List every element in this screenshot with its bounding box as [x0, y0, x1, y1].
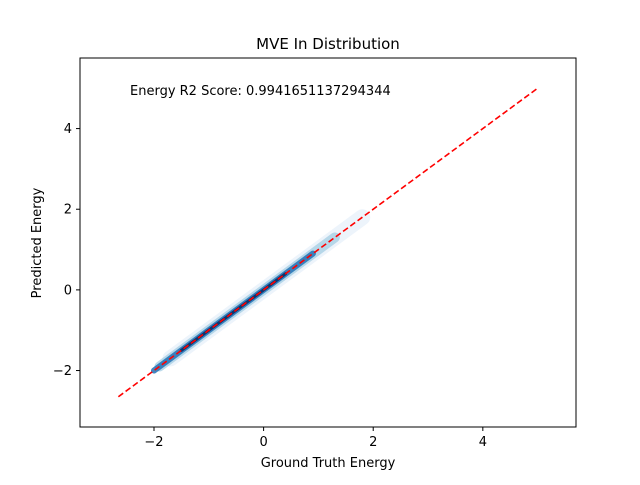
y-tick-label: −2	[53, 364, 72, 379]
x-tick-label: 4	[479, 435, 487, 450]
y-ticks: −2 0 2 4	[53, 122, 80, 379]
y-axis-label: Predicted Energy	[30, 187, 45, 298]
x-axis-label: Ground Truth Energy	[261, 456, 396, 471]
r2-annotation: Energy R2 Score: 0.9941651137294344	[130, 84, 391, 99]
plot-frame	[79, 57, 577, 428]
chart-title: MVE In Distribution	[256, 35, 400, 53]
y-tick-label: 4	[64, 122, 72, 137]
y-tick-label: 0	[64, 283, 72, 298]
reference-line-layer	[117, 87, 539, 398]
reference-line	[117, 87, 539, 398]
x-tick-label: 2	[369, 435, 377, 450]
x-tick-label: −2	[144, 435, 163, 450]
y-tick-label: 2	[64, 203, 72, 218]
x-tick-label: 0	[259, 435, 267, 450]
x-ticks: −2 0 2 4	[144, 427, 487, 450]
